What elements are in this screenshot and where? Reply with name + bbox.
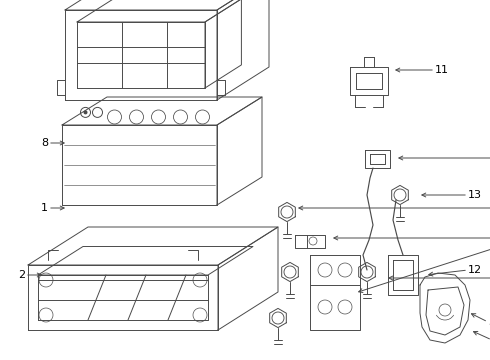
Text: 12: 12 [468, 265, 482, 275]
Circle shape [83, 111, 88, 114]
Text: 2: 2 [18, 270, 25, 280]
Text: 1: 1 [41, 203, 48, 213]
Text: 13: 13 [468, 190, 482, 200]
Text: 5: 5 [488, 317, 490, 327]
Text: 11: 11 [435, 65, 449, 75]
Text: 8: 8 [41, 138, 48, 148]
